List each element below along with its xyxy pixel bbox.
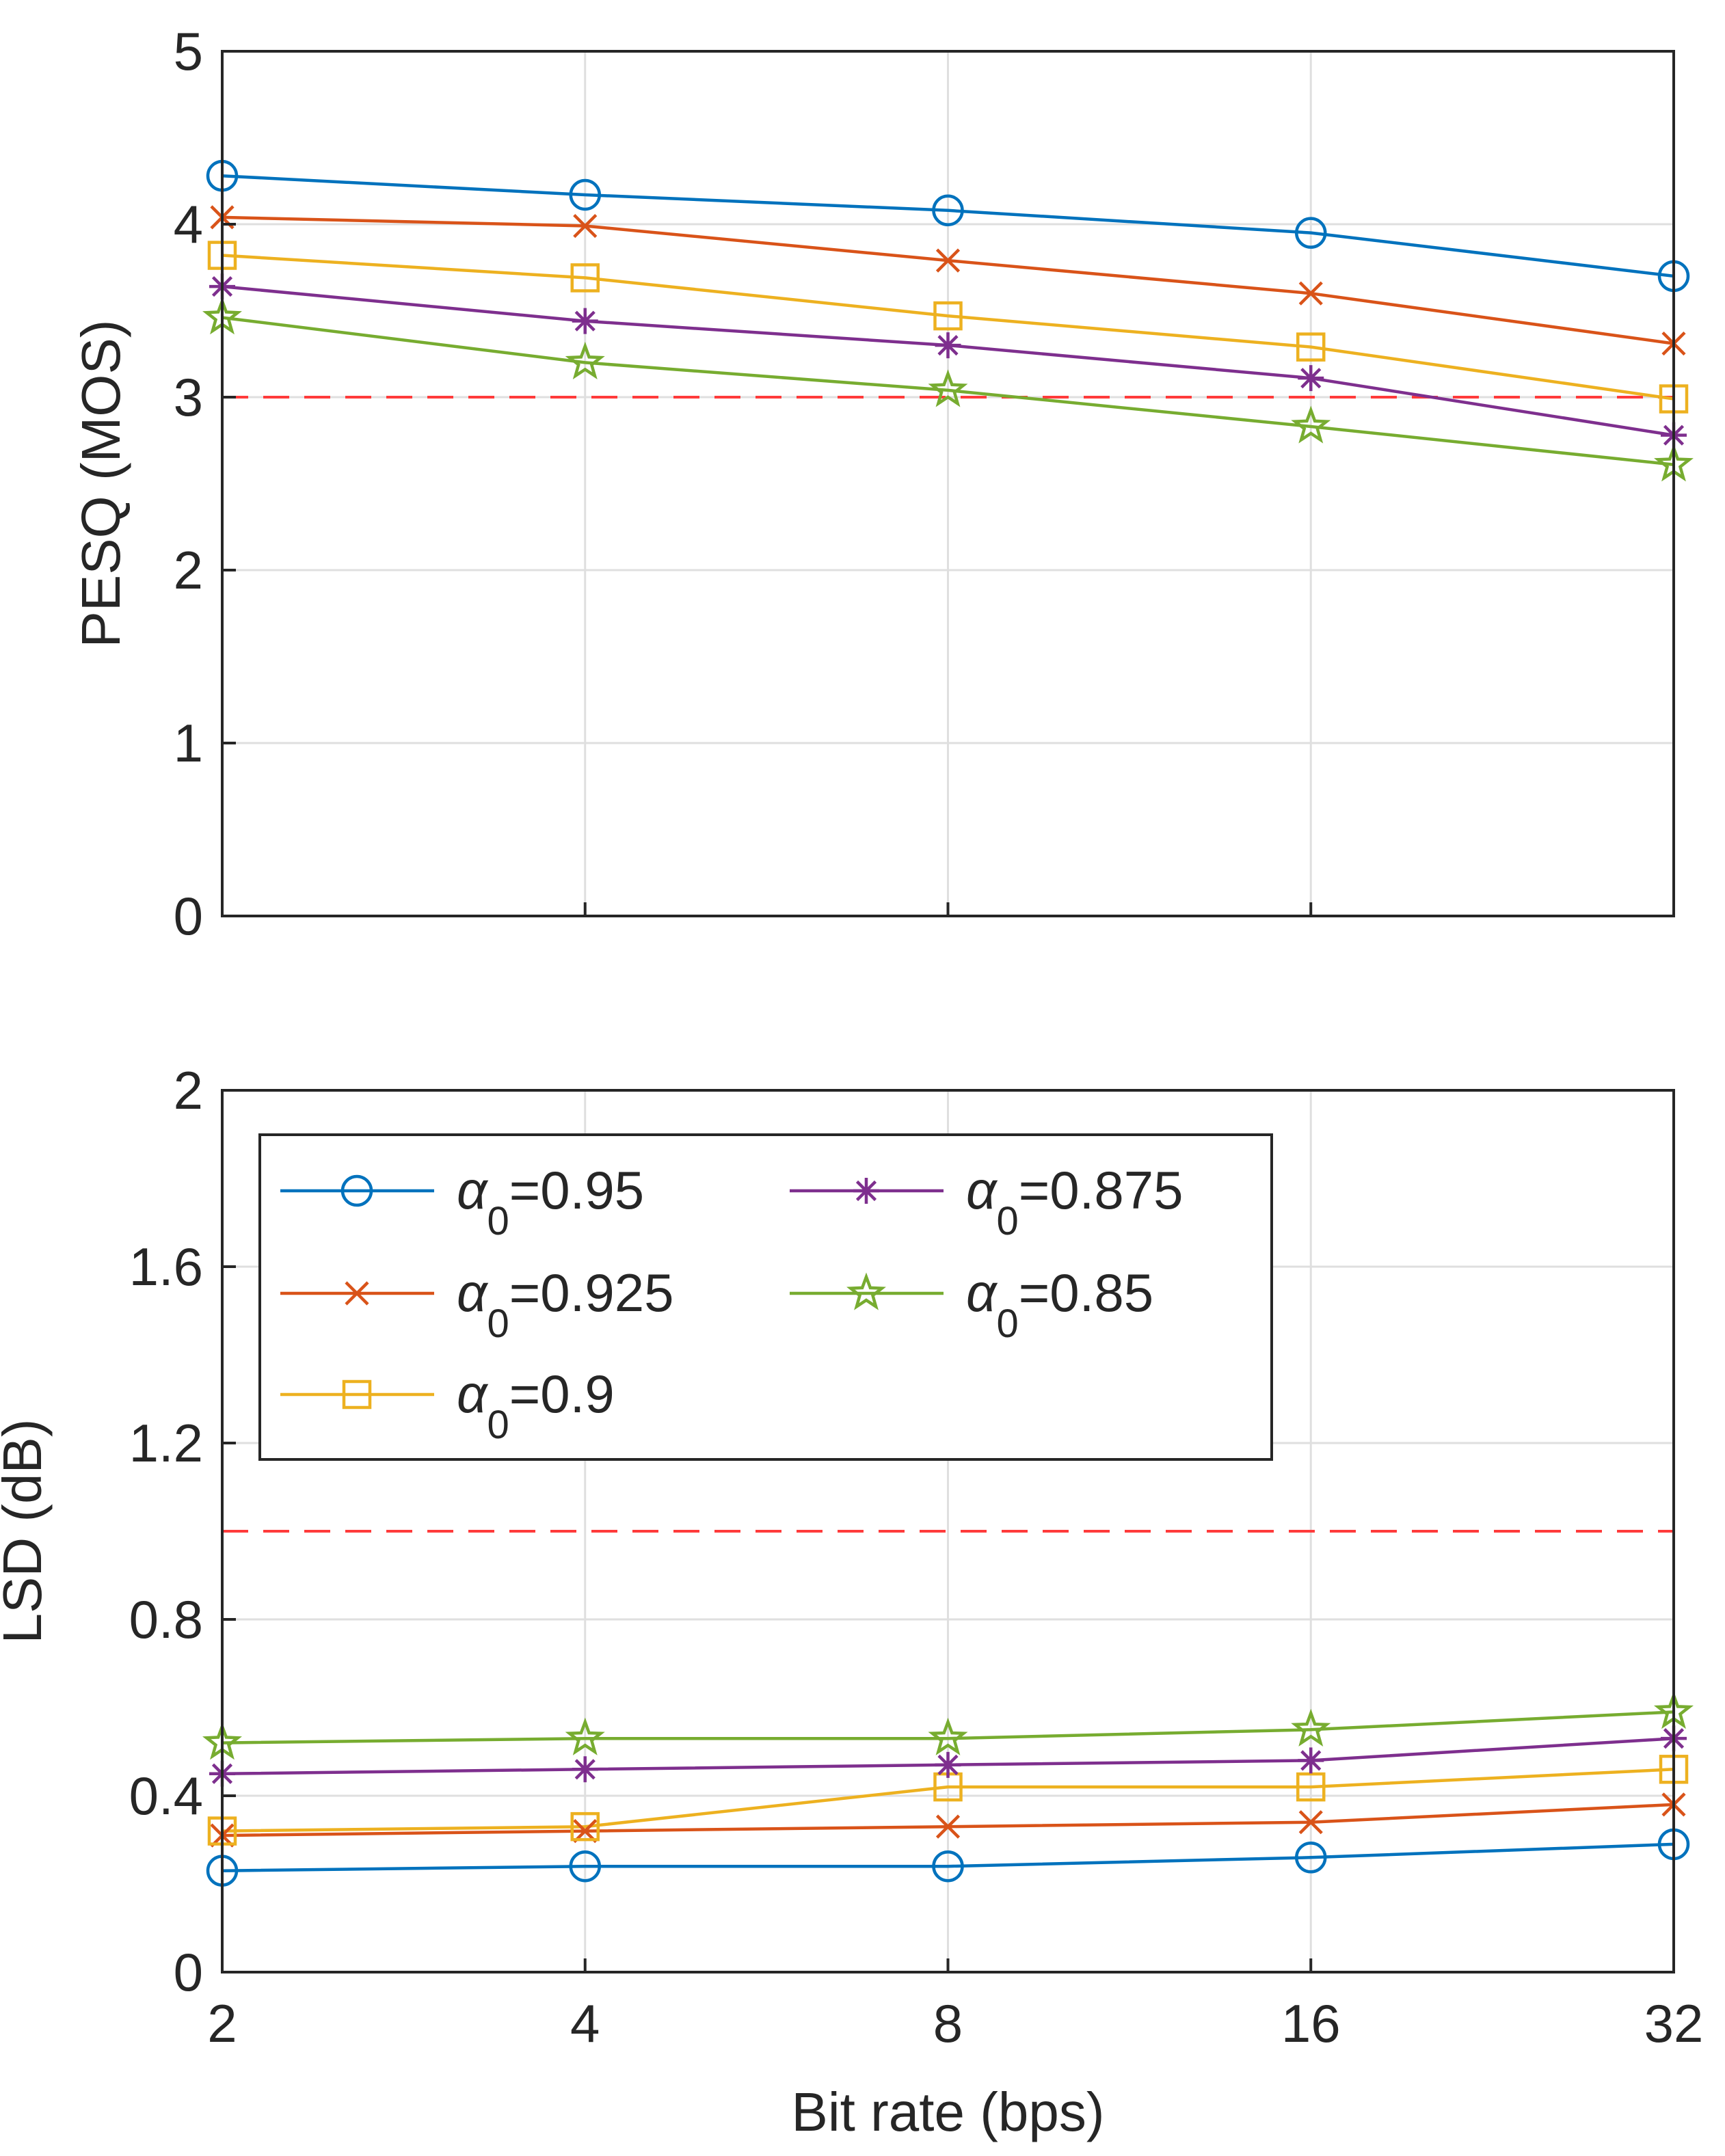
data-point-s3-3 — [1298, 365, 1324, 392]
legend-item-3: α0=0.85 — [790, 1263, 1153, 1346]
data-point-s2-3 — [1296, 332, 1326, 362]
series-line-4 — [222, 316, 1674, 466]
legend-marker — [853, 1178, 879, 1204]
legend-label: α0=0.85 — [966, 1263, 1153, 1346]
legend-item-1: α0=0.875 — [790, 1160, 1184, 1243]
data-point-s0-2 — [932, 1850, 964, 1883]
y-axis-label: PESQ (MOS) — [70, 319, 131, 647]
data-point-s4-3 — [1291, 1708, 1331, 1747]
data-point-s3-2 — [935, 332, 961, 359]
data-point-s3-2 — [935, 1751, 961, 1778]
x-tick-label: 2 — [207, 1993, 237, 2053]
x-tick-label: 16 — [1281, 1993, 1341, 2053]
y-tick-label: 1.6 — [129, 1237, 203, 1297]
legend-label: α0=0.9 — [457, 1364, 615, 1447]
y-tick-label: 2 — [174, 1060, 203, 1120]
x-tick-label: 32 — [1644, 1993, 1704, 2053]
data-point-s3-1 — [572, 1756, 598, 1783]
y-tick-label: 0 — [174, 1942, 203, 2002]
y-tick-label: 1.2 — [129, 1413, 203, 1473]
data-point-s0-3 — [1295, 217, 1327, 249]
y-tick-label: 0 — [174, 886, 203, 946]
x-tick-label: 8 — [933, 1993, 963, 2053]
y-tick-label: 0.8 — [129, 1589, 203, 1649]
y-tick-label: 1 — [174, 713, 203, 773]
data-point-s4-1 — [565, 341, 605, 380]
y-axis-label: LSD (dB) — [0, 1419, 53, 1644]
data-point-s4-2 — [928, 1717, 968, 1755]
series-line-0 — [222, 1842, 1674, 1872]
legend-item-2: α0=0.925 — [280, 1263, 674, 1346]
data-point-s4-1 — [565, 1717, 605, 1755]
lsd-panel: 0 0.4 0.8 1.2 1.6 2 2 4 8 16 32 Bit rate (bps) LSD (… — [0, 1060, 1703, 2142]
data-point-s4-3 — [1291, 405, 1331, 444]
data-point-s2-3 — [1296, 1772, 1326, 1802]
data-point-s1-3 — [1298, 281, 1323, 306]
legend-box — [258, 1133, 1273, 1461]
y-tick-label: 5 — [174, 21, 203, 81]
legend-item-0: α0=0.95 — [280, 1160, 644, 1243]
data-point-s3-3 — [1298, 1747, 1324, 1774]
legend-marker — [342, 1379, 372, 1410]
series-line-0 — [222, 174, 1674, 278]
series-line-4 — [222, 1710, 1674, 1744]
legend: α0=0.95 α0=0.875 α0=0.925 α0=0.85 α0=0.9 — [258, 1133, 1273, 1461]
y-tick-label: 4 — [174, 194, 203, 254]
data-point-s3-1 — [572, 308, 598, 334]
x-axis-label: Bit rate (bps) — [792, 2081, 1105, 2142]
data-point-s2-1 — [570, 1811, 600, 1842]
series-line-2 — [222, 1768, 1674, 1833]
legend-item-4: α0=0.9 — [280, 1364, 615, 1447]
data-point-s0-1 — [569, 178, 601, 211]
data-point-s4-2 — [928, 369, 968, 407]
data-point-s2-2 — [933, 301, 963, 331]
legend-marker — [846, 1272, 886, 1310]
legend-label: α0=0.925 — [457, 1263, 674, 1346]
legend-label: α0=0.95 — [457, 1160, 644, 1243]
data-point-s0-3 — [1295, 1842, 1327, 1874]
series-line-2 — [222, 254, 1674, 401]
data-point-s1-2 — [935, 1814, 961, 1839]
data-point-s0-2 — [932, 194, 964, 227]
legend-marker — [345, 1281, 369, 1306]
legend-label: α0=0.875 — [966, 1160, 1184, 1243]
y-tick-label: 3 — [174, 367, 203, 427]
pesq-panel: 0 1 2 3 4 5 PESQ (MOS) — [70, 21, 1694, 946]
data-point-s1-3 — [1298, 1810, 1323, 1835]
data-point-s1-1 — [573, 213, 598, 239]
data-point-s1-2 — [935, 248, 961, 273]
legend-marker — [340, 1174, 373, 1207]
data-point-s0-1 — [569, 1850, 601, 1883]
y-tick-label: 2 — [174, 540, 203, 600]
y-tick-label: 0.4 — [129, 1766, 203, 1826]
x-tick-label: 4 — [570, 1993, 600, 2053]
data-point-s2-1 — [570, 263, 600, 293]
